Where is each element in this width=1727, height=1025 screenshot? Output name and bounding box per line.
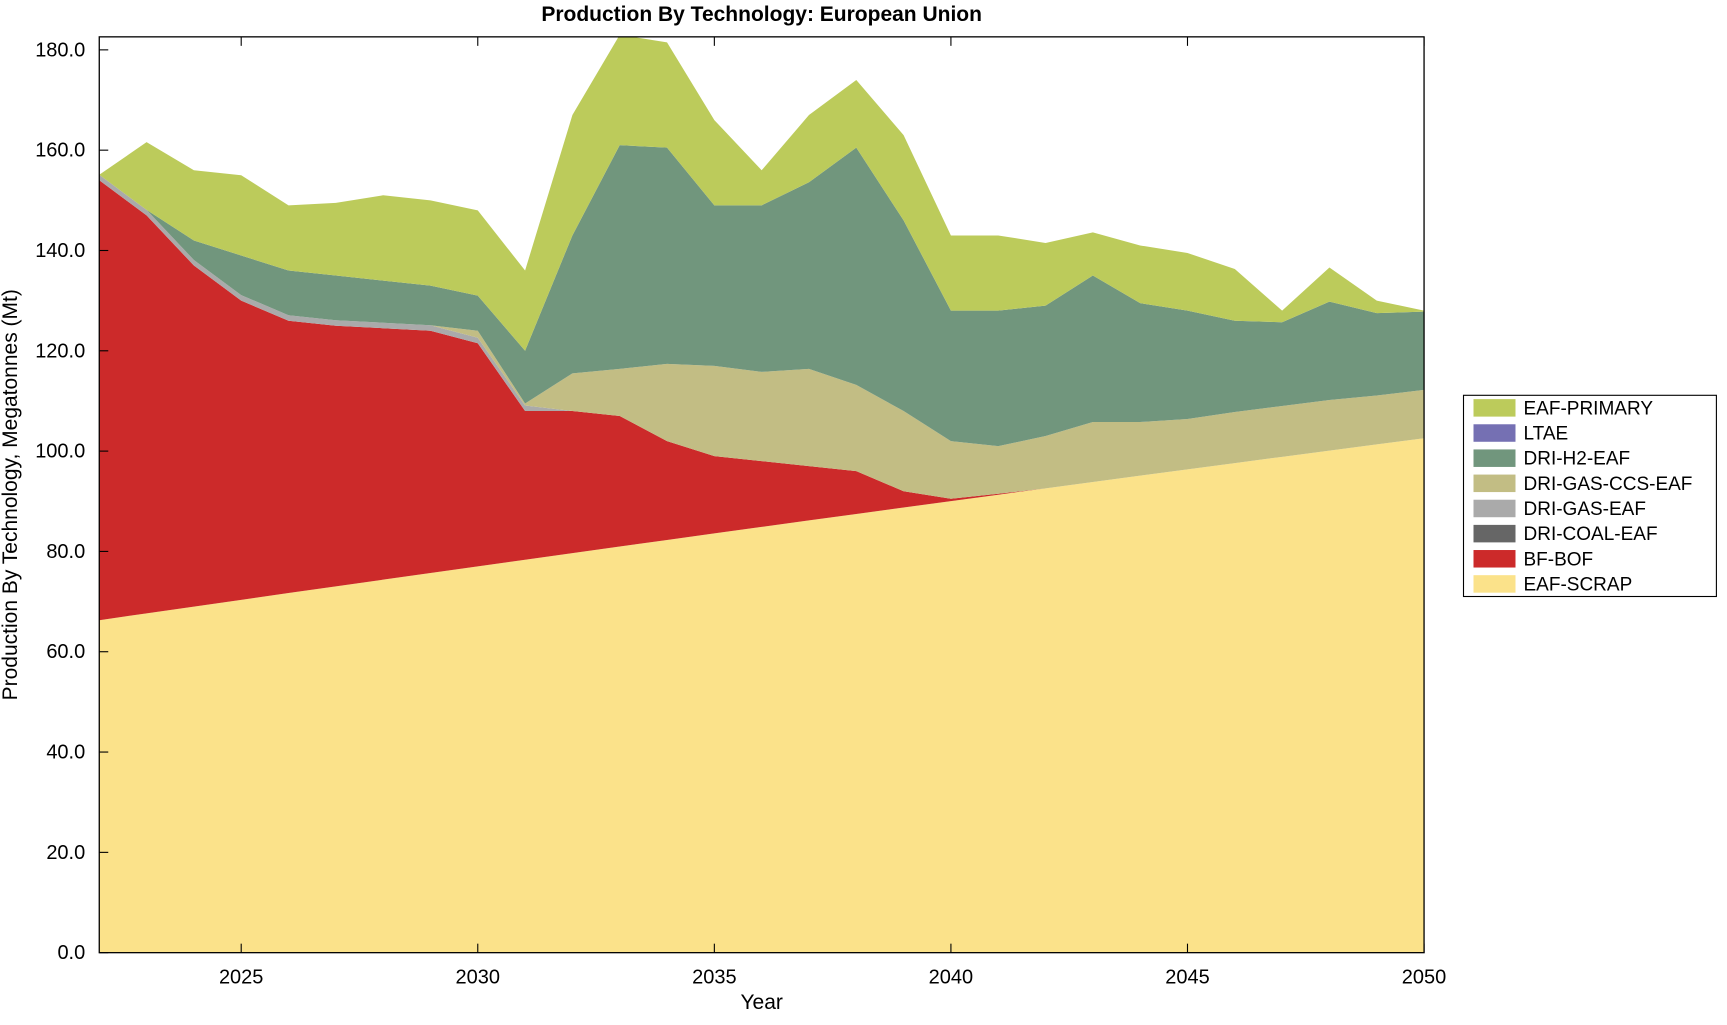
svg-text:40.0: 40.0 [46, 742, 85, 764]
svg-text:DRI-GAS-CCS-EAF: DRI-GAS-CCS-EAF [1524, 474, 1693, 495]
svg-text:2040: 2040 [929, 967, 974, 989]
svg-text:2035: 2035 [692, 967, 737, 989]
svg-text:120.0: 120.0 [35, 340, 85, 362]
svg-text:100.0: 100.0 [35, 441, 85, 463]
svg-text:EAF-SCRAP: EAF-SCRAP [1524, 574, 1633, 595]
svg-text:DRI-GAS-EAF: DRI-GAS-EAF [1524, 499, 1646, 520]
svg-text:0.0: 0.0 [57, 942, 85, 964]
svg-text:2030: 2030 [456, 967, 501, 989]
svg-text:Year: Year [740, 991, 782, 1014]
svg-text:BF-BOF: BF-BOF [1524, 549, 1594, 570]
svg-text:140.0: 140.0 [35, 240, 85, 262]
svg-text:80.0: 80.0 [46, 541, 85, 563]
svg-text:Production By Technology, Mega: Production By Technology, Megatonnes (Mt… [0, 289, 22, 700]
svg-text:DRI-H2-EAF: DRI-H2-EAF [1524, 449, 1631, 470]
svg-text:160.0: 160.0 [35, 140, 85, 162]
svg-text:DRI-COAL-EAF: DRI-COAL-EAF [1524, 524, 1658, 545]
svg-text:Production By Technology: Euro: Production By Technology: European Union [541, 3, 982, 26]
svg-text:EAF-PRIMARY: EAF-PRIMARY [1524, 398, 1654, 419]
svg-text:LTAE: LTAE [1524, 424, 1569, 445]
svg-text:60.0: 60.0 [46, 641, 85, 663]
svg-text:20.0: 20.0 [46, 842, 85, 864]
svg-text:2025: 2025 [219, 967, 264, 989]
svg-text:2050: 2050 [1402, 967, 1447, 989]
svg-text:2045: 2045 [1165, 967, 1210, 989]
svg-text:180.0: 180.0 [35, 39, 85, 61]
